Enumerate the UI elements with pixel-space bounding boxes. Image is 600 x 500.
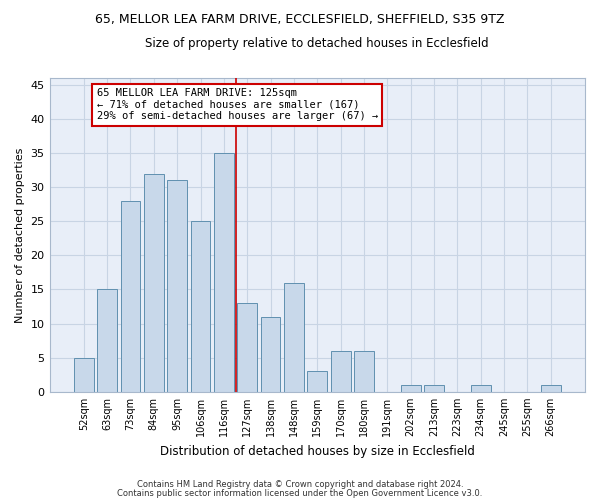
Text: 65, MELLOR LEA FARM DRIVE, ECCLESFIELD, SHEFFIELD, S35 9TZ: 65, MELLOR LEA FARM DRIVE, ECCLESFIELD, …	[95, 12, 505, 26]
X-axis label: Distribution of detached houses by size in Ecclesfield: Distribution of detached houses by size …	[160, 444, 475, 458]
Bar	[424, 385, 444, 392]
Bar	[144, 174, 164, 392]
Bar	[260, 317, 280, 392]
Bar	[214, 153, 234, 392]
Bar	[331, 351, 350, 392]
Bar	[284, 282, 304, 392]
Title: Size of property relative to detached houses in Ecclesfield: Size of property relative to detached ho…	[145, 38, 489, 51]
Text: 65 MELLOR LEA FARM DRIVE: 125sqm
← 71% of detached houses are smaller (167)
29% : 65 MELLOR LEA FARM DRIVE: 125sqm ← 71% o…	[97, 88, 378, 122]
Bar	[167, 180, 187, 392]
Text: Contains public sector information licensed under the Open Government Licence v3: Contains public sector information licen…	[118, 488, 482, 498]
Y-axis label: Number of detached properties: Number of detached properties	[15, 147, 25, 322]
Bar	[354, 351, 374, 392]
Bar	[541, 385, 560, 392]
Bar	[191, 222, 211, 392]
Bar	[401, 385, 421, 392]
Bar	[74, 358, 94, 392]
Bar	[471, 385, 491, 392]
Bar	[97, 290, 117, 392]
Bar	[121, 201, 140, 392]
Bar	[238, 303, 257, 392]
Text: Contains HM Land Registry data © Crown copyright and database right 2024.: Contains HM Land Registry data © Crown c…	[137, 480, 463, 489]
Bar	[307, 372, 327, 392]
